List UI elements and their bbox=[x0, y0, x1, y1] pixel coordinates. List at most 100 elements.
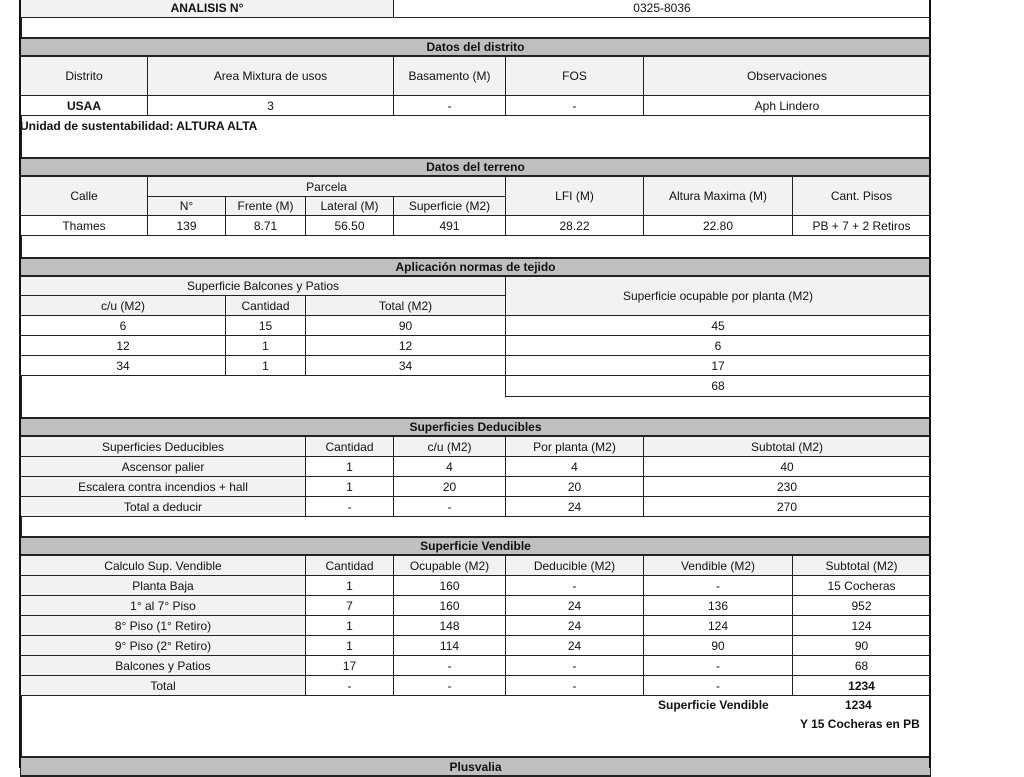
table-cell: 7 bbox=[305, 595, 394, 616]
superficie-vendible-value: 1234 bbox=[845, 698, 872, 712]
table-cell: Aph Lindero bbox=[643, 95, 931, 116]
table-cell: 34 bbox=[305, 355, 506, 376]
column-header: c/u (M2) bbox=[393, 436, 506, 457]
table-cell: 17 bbox=[305, 655, 394, 676]
table-cell: 17 bbox=[505, 355, 931, 376]
table-cell: 1 bbox=[225, 355, 306, 376]
table-cell: 90 bbox=[643, 635, 793, 656]
table-cell: Ascensor palier bbox=[20, 456, 306, 477]
table-cell: 6 bbox=[505, 335, 931, 356]
blank-row bbox=[20, 17, 931, 38]
column-header: Ocupable (M2) bbox=[393, 555, 506, 576]
table-cell: Total bbox=[20, 675, 306, 696]
table-cell: 28.22 bbox=[505, 215, 644, 236]
table-cell: 1 bbox=[305, 615, 394, 636]
table-cell: 124 bbox=[643, 615, 793, 636]
table-cell: 22.80 bbox=[643, 215, 793, 236]
section-normas-tejido: Aplicación normas de tejido bbox=[20, 257, 931, 277]
table-cell: 8.71 bbox=[225, 215, 306, 236]
column-header: Subtotal (M2) bbox=[792, 555, 931, 576]
table-cell: 148 bbox=[393, 615, 506, 636]
column-header: Por planta (M2) bbox=[505, 436, 644, 457]
column-header: Total (M2) bbox=[305, 295, 506, 316]
table-cell: 952 bbox=[792, 595, 931, 616]
table-cell: 230 bbox=[643, 476, 931, 497]
column-header: Deducible (M2) bbox=[505, 555, 644, 576]
table-cell: 15 Cocheras bbox=[792, 575, 931, 596]
table-cell: 491 bbox=[393, 215, 506, 236]
column-header: FOS bbox=[505, 56, 644, 96]
note-row bbox=[20, 115, 931, 158]
column-header: Subtotal (M2) bbox=[643, 436, 931, 457]
column-header: N° bbox=[147, 196, 226, 216]
table-cell: 8° Piso (1° Retiro) bbox=[20, 615, 306, 636]
column-header: Superficie ocupable por planta (M2) bbox=[505, 276, 931, 316]
table-cell: 1 bbox=[305, 575, 394, 596]
analisis-label: ANALISIS N° bbox=[20, 0, 394, 18]
sustentabilidad-note: Unidad de sustentabilidad: ALTURA ALTA bbox=[20, 119, 258, 133]
column-header: Distrito bbox=[20, 56, 148, 96]
blank-row bbox=[20, 516, 931, 537]
table-cell: 15 bbox=[225, 315, 306, 336]
column-header: Superficies Deducibles bbox=[20, 436, 306, 457]
section-superficie-vendible: Superficie Vendible bbox=[20, 536, 931, 556]
ocupable-total: 68 bbox=[505, 375, 931, 397]
table-cell: - bbox=[305, 675, 394, 696]
table-cell: - bbox=[505, 675, 644, 696]
section-plusvalia: Plusvalia bbox=[20, 756, 931, 777]
table-cell: 12 bbox=[305, 335, 506, 356]
section-superficies-deducibles: Superficies Deducibles bbox=[20, 417, 931, 437]
table-cell: 160 bbox=[393, 595, 506, 616]
column-header: Observaciones bbox=[643, 56, 931, 96]
table-cell: 1 bbox=[305, 476, 394, 497]
table-cell: 1 bbox=[305, 635, 394, 656]
summary-row bbox=[20, 695, 931, 757]
table-cell: 3 bbox=[147, 95, 394, 116]
column-header: Cantidad bbox=[305, 436, 394, 457]
column-header: Area Mixtura de usos bbox=[147, 56, 394, 96]
table-cell: 1 bbox=[225, 335, 306, 356]
blank-row bbox=[20, 235, 931, 258]
column-header: Calculo Sup. Vendible bbox=[20, 555, 306, 576]
column-header: Vendible (M2) bbox=[643, 555, 793, 576]
section-datos-terreno: Datos del terreno bbox=[20, 157, 931, 177]
column-header: Basamento (M) bbox=[393, 56, 506, 96]
table-cell: 24 bbox=[505, 496, 644, 517]
table-cell: 4 bbox=[393, 456, 506, 477]
table-cell: - bbox=[643, 655, 793, 676]
table-cell: 6 bbox=[20, 315, 226, 336]
table-cell: 40 bbox=[643, 456, 931, 477]
analisis-value: 0325-8036 bbox=[393, 0, 931, 18]
table-cell: Total a deducir bbox=[20, 496, 306, 517]
column-header: Parcela bbox=[147, 176, 506, 197]
table-cell: - bbox=[505, 95, 644, 116]
table-cell: 1234 bbox=[792, 675, 931, 696]
table-cell: 124 bbox=[792, 615, 931, 636]
table-cell: 24 bbox=[505, 635, 644, 656]
section-datos-distrito: Datos del distrito bbox=[20, 37, 931, 57]
table-cell: 270 bbox=[643, 496, 931, 517]
column-header: LFI (M) bbox=[505, 176, 644, 216]
table-cell: 160 bbox=[393, 575, 506, 596]
table-cell: 56.50 bbox=[305, 215, 394, 236]
table-cell: - bbox=[393, 675, 506, 696]
table-cell: 90 bbox=[792, 635, 931, 656]
table-cell: 90 bbox=[305, 315, 506, 336]
table-cell: - bbox=[305, 496, 394, 517]
column-header: Frente (M) bbox=[225, 196, 306, 216]
table-cell: 136 bbox=[643, 595, 793, 616]
superficie-vendible-label: Superficie Vendible bbox=[658, 698, 769, 712]
column-header: Calle bbox=[20, 176, 148, 216]
column-header: Altura Maxima (M) bbox=[643, 176, 793, 216]
table-cell: 24 bbox=[505, 615, 644, 636]
table-cell: Escalera contra incendios + hall bbox=[20, 476, 306, 497]
table-cell: - bbox=[643, 575, 793, 596]
table-cell: 12 bbox=[20, 335, 226, 356]
table-cell: 114 bbox=[393, 635, 506, 656]
table-cell: 45 bbox=[505, 315, 931, 336]
table-cell: 1° al 7° Piso bbox=[20, 595, 306, 616]
column-header: Cantidad bbox=[225, 295, 306, 316]
column-header: c/u (M2) bbox=[20, 295, 226, 316]
table-cell: 20 bbox=[393, 476, 506, 497]
table-cell: 68 bbox=[792, 655, 931, 676]
